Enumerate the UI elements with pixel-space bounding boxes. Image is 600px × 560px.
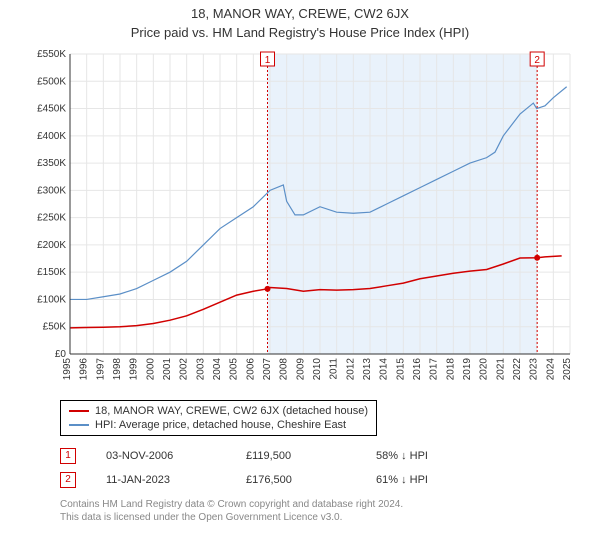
svg-text:1996: 1996 — [79, 358, 90, 381]
svg-text:2018: 2018 — [445, 358, 456, 381]
svg-text:£100K: £100K — [37, 294, 66, 305]
svg-text:1995: 1995 — [62, 358, 73, 381]
svg-text:2024: 2024 — [545, 358, 556, 381]
sale-marker-icon: 2 — [60, 472, 76, 488]
svg-text:2007: 2007 — [262, 358, 273, 381]
svg-text:2013: 2013 — [362, 358, 373, 381]
svg-text:1998: 1998 — [112, 358, 123, 381]
svg-text:£50K: £50K — [43, 322, 67, 333]
sale-price: £119,500 — [246, 450, 346, 462]
svg-text:£300K: £300K — [37, 185, 66, 196]
sale-date: 03-NOV-2006 — [106, 450, 216, 462]
legend: 18, MANOR WAY, CREWE, CW2 6JX (detached … — [60, 400, 377, 436]
legend-label: 18, MANOR WAY, CREWE, CW2 6JX (detached … — [95, 405, 368, 417]
sale-row: 1 03-NOV-2006 £119,500 58% ↓ HPI — [60, 444, 600, 468]
svg-text:2020: 2020 — [479, 358, 490, 381]
footnote-line: Contains HM Land Registry data © Crown c… — [60, 498, 600, 511]
legend-swatch-1 — [69, 410, 89, 412]
chart-container: £0£50K£100K£150K£200K£250K£300K£350K£400… — [20, 44, 580, 394]
svg-text:2011: 2011 — [329, 358, 340, 380]
svg-text:2: 2 — [534, 55, 540, 66]
svg-text:£250K: £250K — [37, 213, 66, 224]
price-chart: £0£50K£100K£150K£200K£250K£300K£350K£400… — [20, 44, 580, 394]
svg-text:2009: 2009 — [295, 358, 306, 381]
legend-row: HPI: Average price, detached house, Ches… — [69, 418, 368, 432]
svg-text:2002: 2002 — [179, 358, 190, 381]
svg-text:2015: 2015 — [395, 358, 406, 381]
legend-label: HPI: Average price, detached house, Ches… — [95, 419, 346, 431]
svg-text:2021: 2021 — [495, 358, 506, 381]
svg-text:£500K: £500K — [37, 76, 66, 87]
svg-text:2001: 2001 — [162, 358, 173, 381]
svg-text:£450K: £450K — [37, 104, 66, 115]
svg-text:2006: 2006 — [245, 358, 256, 381]
svg-text:2019: 2019 — [462, 358, 473, 381]
svg-text:£550K: £550K — [37, 49, 66, 60]
sale-hpi: 61% ↓ HPI — [376, 474, 476, 486]
svg-text:1997: 1997 — [95, 358, 106, 381]
svg-text:£350K: £350K — [37, 158, 66, 169]
svg-text:£200K: £200K — [37, 240, 66, 251]
svg-text:2022: 2022 — [512, 358, 523, 381]
sale-price: £176,500 — [246, 474, 346, 486]
svg-text:2008: 2008 — [279, 358, 290, 381]
svg-text:2016: 2016 — [412, 358, 423, 381]
svg-text:1: 1 — [265, 55, 271, 66]
svg-text:2025: 2025 — [562, 358, 573, 381]
svg-text:2017: 2017 — [429, 358, 440, 381]
svg-text:2023: 2023 — [529, 358, 540, 381]
legend-row: 18, MANOR WAY, CREWE, CW2 6JX (detached … — [69, 404, 368, 418]
svg-text:£400K: £400K — [37, 131, 66, 142]
sale-date: 11-JAN-2023 — [106, 474, 216, 486]
page-title: 18, MANOR WAY, CREWE, CW2 6JX — [0, 0, 600, 21]
svg-text:1999: 1999 — [129, 358, 140, 381]
footnote-line: This data is licensed under the Open Gov… — [60, 511, 600, 524]
svg-text:2000: 2000 — [145, 358, 156, 381]
sale-marker-icon: 1 — [60, 448, 76, 464]
svg-text:2010: 2010 — [312, 358, 323, 381]
svg-text:2004: 2004 — [212, 358, 223, 381]
svg-text:2003: 2003 — [195, 358, 206, 381]
legend-swatch-2 — [69, 424, 89, 426]
sale-row: 2 11-JAN-2023 £176,500 61% ↓ HPI — [60, 468, 600, 492]
svg-text:2014: 2014 — [379, 358, 390, 381]
svg-text:£150K: £150K — [37, 267, 66, 278]
svg-text:2012: 2012 — [345, 358, 356, 381]
sale-hpi: 58% ↓ HPI — [376, 450, 476, 462]
footnote: Contains HM Land Registry data © Crown c… — [60, 498, 600, 524]
page-subtitle: Price paid vs. HM Land Registry's House … — [0, 21, 600, 44]
sales-table: 1 03-NOV-2006 £119,500 58% ↓ HPI 2 11-JA… — [60, 444, 600, 492]
svg-text:2005: 2005 — [229, 358, 240, 381]
